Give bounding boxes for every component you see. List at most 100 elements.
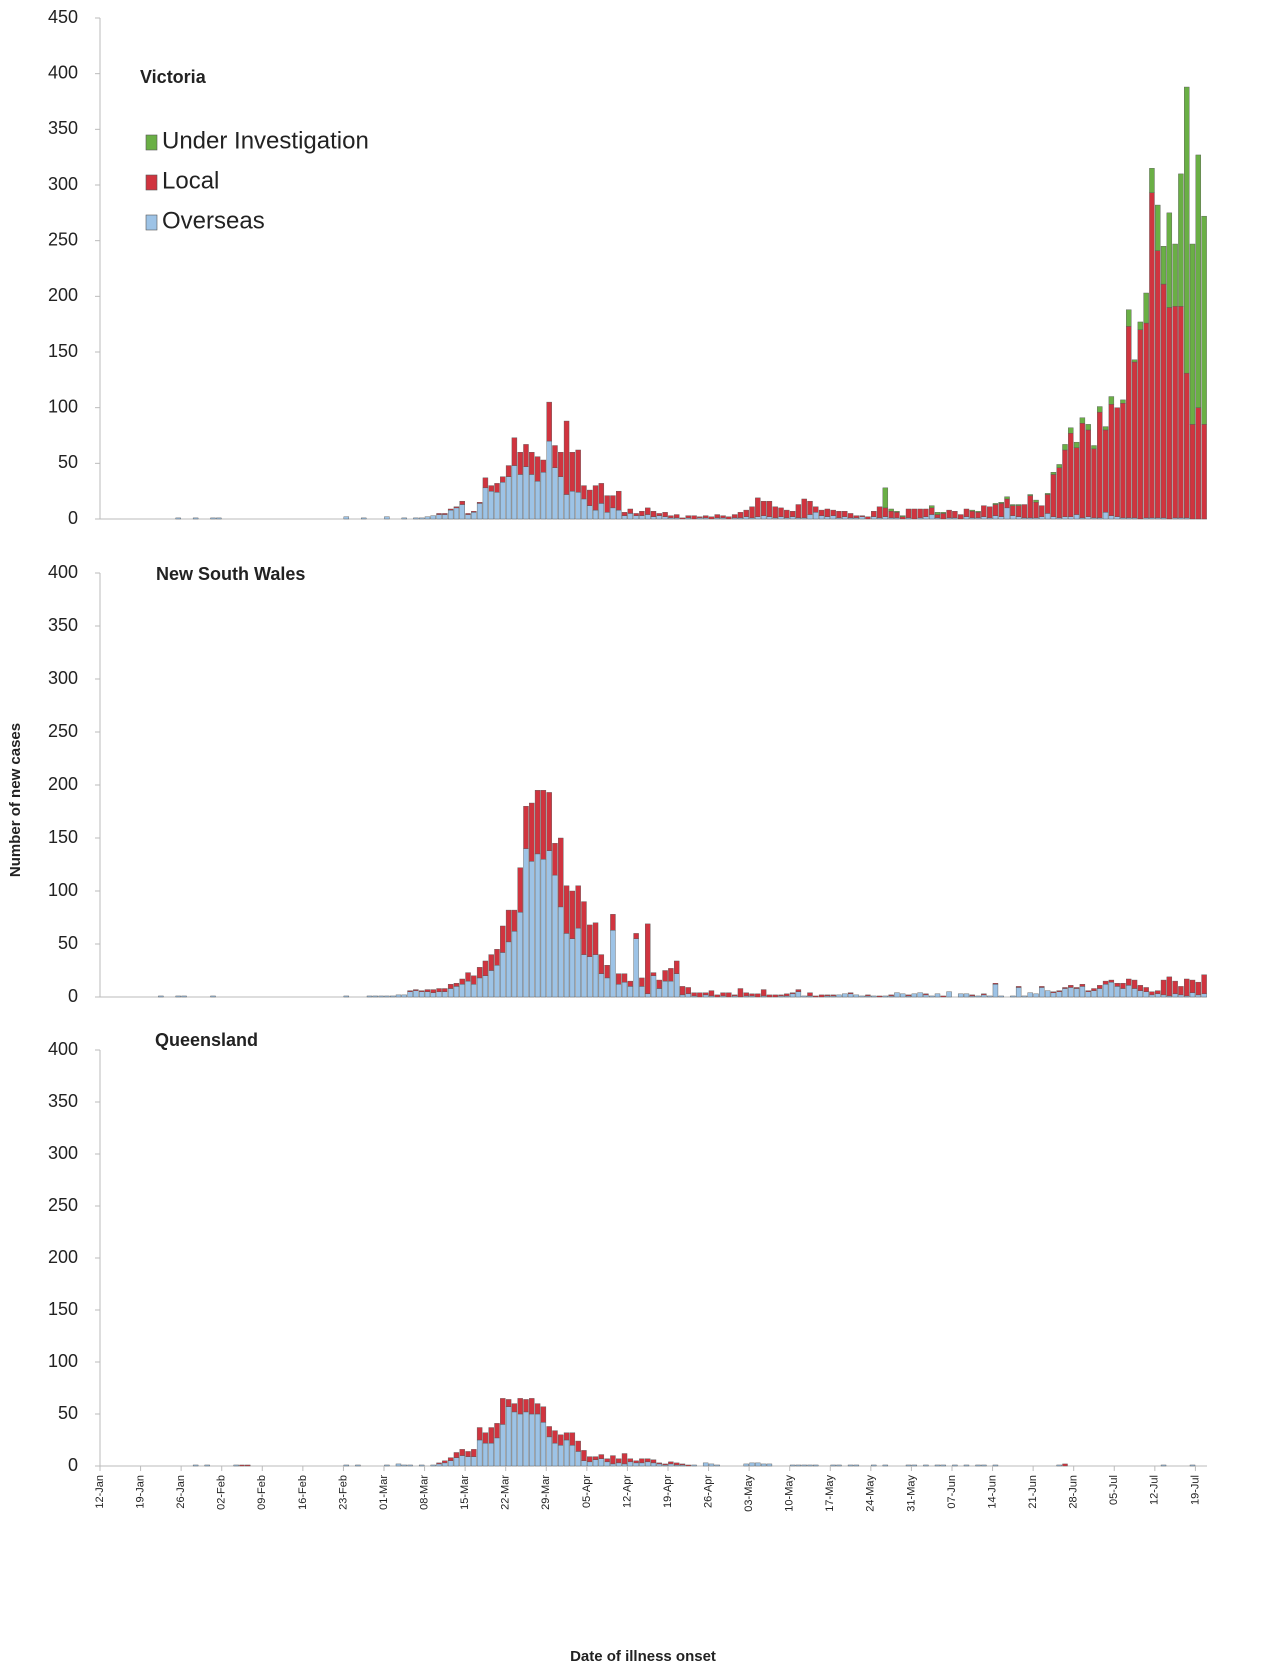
- bar: [685, 987, 691, 995]
- bar: [975, 1464, 981, 1467]
- bar: [963, 516, 970, 520]
- bar: [529, 861, 535, 998]
- bar: [755, 497, 761, 517]
- bar: [546, 440, 552, 520]
- bar: [650, 1462, 657, 1467]
- bar: [1143, 987, 1149, 992]
- bar: [384, 516, 390, 520]
- bar: [401, 1464, 407, 1467]
- bar: [604, 512, 610, 520]
- bar: [575, 492, 581, 520]
- bar: [1114, 986, 1120, 998]
- bar: [488, 1427, 494, 1444]
- bar: [453, 506, 460, 509]
- bar: [552, 874, 558, 998]
- bar: [766, 1463, 773, 1467]
- bar: [471, 511, 477, 513]
- bar: [1126, 309, 1132, 327]
- bar: [842, 516, 848, 520]
- y-tick-label: 300: [48, 174, 78, 194]
- bar: [592, 1456, 599, 1460]
- bar: [540, 472, 547, 520]
- bar: [366, 995, 373, 998]
- bar: [558, 837, 564, 908]
- bar: [882, 507, 889, 517]
- bar: [731, 514, 738, 519]
- bar: [911, 508, 918, 520]
- bar: [992, 1464, 999, 1467]
- bar: [505, 476, 512, 520]
- bar: [923, 994, 929, 998]
- bar: [581, 498, 587, 520]
- bar: [795, 991, 802, 998]
- bar: [679, 1463, 686, 1466]
- bar: [1044, 513, 1051, 520]
- bar: [1039, 505, 1045, 517]
- bar: [946, 509, 952, 519]
- bar: [743, 516, 749, 520]
- bar: [465, 1456, 471, 1467]
- bar: [500, 952, 506, 998]
- bar: [1155, 204, 1161, 251]
- bar: [975, 995, 981, 998]
- bar: [442, 1462, 448, 1467]
- bar: [1027, 495, 1033, 519]
- bar: [981, 1464, 987, 1467]
- bar: [1097, 988, 1103, 998]
- bar: [749, 1462, 755, 1467]
- bar: [1114, 983, 1120, 987]
- bar: [865, 994, 871, 997]
- y-tick-label: 350: [48, 1091, 78, 1111]
- y-axis-title: Number of new cases: [7, 723, 24, 877]
- bar: [1073, 987, 1080, 989]
- bar: [1073, 514, 1080, 520]
- bar: [1085, 516, 1091, 520]
- bar: [818, 994, 825, 998]
- bar: [488, 970, 494, 998]
- bar: [430, 989, 436, 993]
- bar: [587, 956, 593, 998]
- bar: [801, 995, 807, 998]
- bar: [1137, 329, 1144, 520]
- bar: [604, 1461, 610, 1467]
- bar: [1091, 988, 1097, 991]
- bar: [650, 516, 657, 520]
- bar: [610, 1455, 616, 1465]
- bar: [871, 1464, 877, 1467]
- bar: [656, 1462, 662, 1465]
- bar: [760, 500, 767, 516]
- bar: [1102, 984, 1109, 998]
- y-tick-label: 400: [48, 62, 78, 82]
- bar: [1050, 474, 1057, 517]
- bar: [708, 516, 715, 520]
- bar: [1160, 1464, 1167, 1467]
- bar: [511, 931, 518, 998]
- bar: [627, 513, 634, 520]
- bar: [952, 1464, 958, 1467]
- bar: [546, 792, 552, 851]
- bar: [679, 994, 686, 998]
- bar: [442, 988, 448, 992]
- bar: [900, 993, 906, 998]
- bar: [934, 1464, 941, 1467]
- bar: [610, 1463, 616, 1467]
- bar: [604, 965, 610, 979]
- bar: [1131, 359, 1138, 363]
- bar: [1108, 404, 1115, 516]
- bar: [563, 494, 570, 520]
- bar: [453, 983, 460, 987]
- bar: [575, 449, 581, 493]
- bar: [656, 513, 662, 516]
- bar: [789, 516, 796, 520]
- bar: [1195, 981, 1202, 996]
- bar: [546, 1426, 552, 1438]
- bar: [639, 511, 645, 516]
- bar: [743, 992, 749, 997]
- x-tick-label: 16-Feb: [297, 1475, 309, 1510]
- bar: [975, 512, 981, 519]
- bar: [830, 1464, 836, 1467]
- bar: [702, 515, 709, 519]
- bar: [511, 1411, 518, 1467]
- y-tick-label: 50: [58, 933, 78, 953]
- bar: [691, 515, 697, 520]
